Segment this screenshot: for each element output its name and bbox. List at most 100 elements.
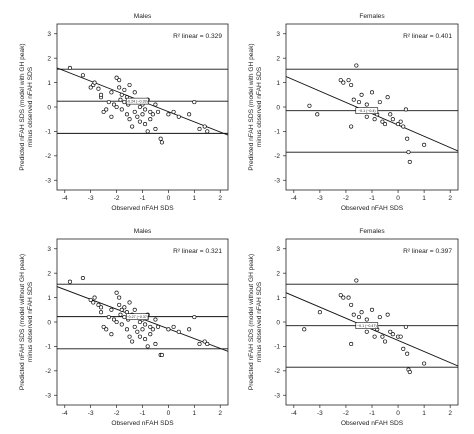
data-point [405,136,410,141]
data-point [119,107,124,112]
data-point [117,295,122,300]
data-point [96,86,101,91]
data-point [364,102,369,107]
x-tick-label: -2 [114,195,120,202]
data-point [106,315,111,320]
y-axis-title: Predicted nFAH SDS (model with GH peak) [248,43,255,170]
data-point [80,276,85,281]
ci-label-box [126,313,149,320]
y-tick-label: -2 [274,368,280,375]
y-tick-label: -3 [45,178,51,185]
data-point [338,293,343,298]
data-point [114,319,119,325]
data-point [132,324,137,329]
data-point [205,129,210,134]
data-point [403,324,408,329]
data-point [137,319,142,325]
data-point [127,82,132,88]
data-point [364,329,369,334]
data-point [118,312,123,317]
y-axis-title: Predicted nFAH SDS (model without GH pea… [248,254,255,390]
data-point [150,327,155,332]
plot-frame [56,238,229,406]
data-point [92,295,97,300]
data-point [192,100,197,105]
data-point [338,78,343,83]
data-point [153,317,158,322]
data-point [155,109,161,114]
data-point [369,307,375,312]
x-tick-label: -2 [343,410,349,417]
data-point [98,305,104,310]
plot-area [286,63,458,164]
data-point [98,92,104,97]
y-tick-label: 3 [47,246,51,253]
data-point [422,142,427,147]
data-point [140,327,145,332]
data-point [153,126,158,132]
ci-label-box [355,322,379,329]
data-point [143,122,148,127]
data-point [202,124,207,129]
data-point [390,117,395,122]
data-point [349,82,354,88]
data-point [159,352,164,358]
y-tick-label: 3 [276,31,280,38]
y-tick-label: 0 [47,319,51,326]
data-point [114,290,119,295]
y-tick-label: 2 [47,55,51,62]
r2-label: R² linear = 0.397 [403,248,452,255]
data-point [118,97,123,102]
data-point [101,109,106,114]
x-tick-label: -2 [114,410,120,417]
data-point [377,315,382,320]
data-point [351,97,356,102]
data-point [176,329,181,334]
data-point [122,305,127,310]
data-point [356,315,362,320]
x-tick-label: 1 [193,195,197,202]
data-point [127,300,132,305]
data-point [403,107,408,112]
y-tick-label: 0 [276,104,280,111]
data-point [137,119,142,124]
x-tick-label: -2 [343,195,349,202]
data-point [359,92,364,97]
plot-frame [285,238,459,406]
data-point [197,341,202,347]
data-point [122,100,127,105]
y-tick-label: 1 [276,80,280,87]
data-point [171,324,176,329]
panel-title: Males [134,13,152,20]
data-point [153,341,158,347]
data-point [171,109,176,114]
x-tick-label: -3 [317,410,323,417]
data-point [91,300,96,305]
y-tick-label: 2 [47,270,51,277]
x-tick-label: -4 [291,410,297,417]
data-point [127,334,132,339]
data-point [398,119,403,124]
data-point [153,102,158,107]
y-tick-label: 1 [276,295,280,302]
data-point [398,334,403,339]
data-point [101,324,106,329]
data-point [127,117,132,122]
ci-label: −0.1 (−0.4) [358,109,376,113]
x-tick-label: 0 [167,410,171,417]
y-axis-title: Predicted nFAH SDS (model without GH pea… [19,254,26,390]
data-point [315,112,320,117]
data-point [135,114,140,119]
data-point [407,369,412,375]
ci-label-box [355,107,379,114]
data-point [422,361,427,366]
chart-panel-1: -0.24 (−0.39) -4 -3 -2 -1 0 1 2 -3 -2 -1 0 1 2 3 Males R… [19,13,229,212]
data-point [382,122,388,127]
data-point [137,104,142,110]
data-point [119,92,124,97]
x-tick-label: 2 [448,195,452,202]
x-tick-label: 1 [193,410,197,417]
data-point [346,295,351,300]
chart-panel-3: −0.27 (−0.37) -4 -3 -2 -1 0 1 2 -3 -2 -1 0 1 2 3 Males R… [19,228,229,427]
data-point [130,339,135,344]
